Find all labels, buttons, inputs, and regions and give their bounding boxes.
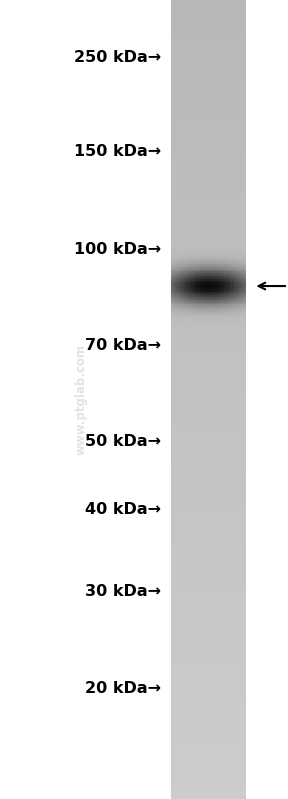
Text: 70 kDa→: 70 kDa→ — [85, 338, 161, 352]
Text: 50 kDa→: 50 kDa→ — [85, 435, 161, 449]
Text: 40 kDa→: 40 kDa→ — [85, 503, 161, 517]
Text: 250 kDa→: 250 kDa→ — [74, 50, 161, 65]
Text: www.ptglab.com: www.ptglab.com — [74, 344, 87, 455]
Text: 100 kDa→: 100 kDa→ — [74, 242, 161, 256]
Text: 150 kDa→: 150 kDa→ — [74, 145, 161, 159]
Text: 20 kDa→: 20 kDa→ — [85, 682, 161, 696]
Text: 30 kDa→: 30 kDa→ — [85, 584, 161, 598]
